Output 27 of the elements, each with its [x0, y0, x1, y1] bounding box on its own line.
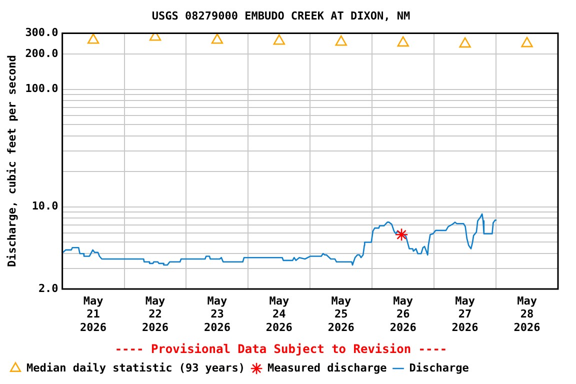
point — [397, 36, 409, 47]
point — [273, 34, 286, 45]
x-tick-label: May 21 2026 — [80, 294, 107, 334]
x-tick-label: May 27 2026 — [452, 294, 479, 334]
x-tick-label: May 25 2026 — [328, 294, 355, 334]
y-tick-label: 100.0 — [25, 82, 58, 96]
y-axis-title: Discharge, cubic feet per second — [5, 55, 18, 268]
x-tick-label: May 26 2026 — [390, 294, 417, 334]
point — [87, 33, 100, 44]
legend-label: Median daily statistic (93 years) — [26, 361, 246, 374]
x-tick-label: May 22 2026 — [142, 294, 169, 334]
point — [459, 37, 471, 48]
legend-label: Measured discharge — [268, 361, 388, 374]
legend-label: Discharge — [409, 361, 470, 374]
x-tick-label: May 23 2026 — [204, 294, 231, 334]
text: ---- Provisional Data Subject to Revision ---- — [114, 342, 448, 356]
point — [335, 35, 347, 46]
y-tick-label: 200.0 — [25, 46, 58, 60]
y-tick-label: 10.0 — [32, 200, 58, 213]
y-tick-label: 2.0 — [38, 282, 58, 295]
x-tick-label: May 24 2026 — [266, 294, 293, 334]
y-tick-label: 300.0 — [25, 26, 58, 40]
point — [521, 36, 533, 48]
chart-title: USGS 08279000 EMBUDO CREEK AT DIXON, NM — [152, 9, 411, 22]
point — [394, 228, 408, 242]
point — [211, 33, 224, 44]
x-tick-label: May 28 2026 — [514, 294, 541, 334]
